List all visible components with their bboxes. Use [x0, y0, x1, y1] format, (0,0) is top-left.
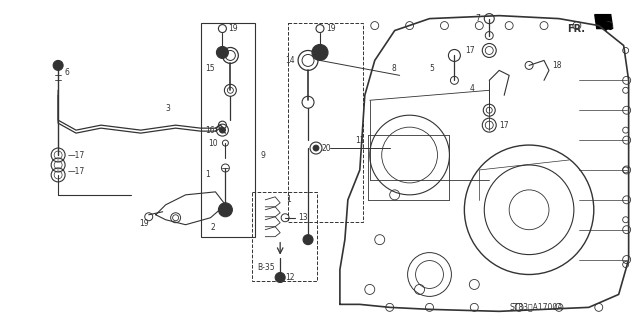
Circle shape — [216, 46, 228, 59]
Circle shape — [53, 60, 63, 70]
Text: 5: 5 — [429, 64, 434, 73]
Text: ST83－A1700A: ST83－A1700A — [509, 303, 562, 312]
Text: B-35: B-35 — [257, 263, 275, 272]
Bar — [200, 23, 256, 237]
Text: 9: 9 — [260, 150, 265, 160]
Text: 4: 4 — [469, 84, 474, 93]
Text: 1: 1 — [286, 195, 291, 204]
Text: 18: 18 — [552, 61, 562, 70]
Text: 17: 17 — [465, 46, 475, 55]
Text: 19: 19 — [139, 219, 148, 228]
Text: 10: 10 — [209, 139, 218, 148]
Text: 13: 13 — [298, 213, 307, 222]
Text: 8: 8 — [392, 64, 396, 73]
Text: 19: 19 — [228, 24, 238, 33]
Text: FR.: FR. — [567, 24, 585, 34]
Text: 1: 1 — [205, 171, 210, 180]
Circle shape — [313, 145, 319, 151]
Circle shape — [275, 273, 285, 283]
Text: —17: —17 — [68, 167, 86, 176]
Text: 7: 7 — [476, 14, 480, 23]
Text: 2: 2 — [210, 223, 215, 232]
Circle shape — [303, 235, 313, 244]
Circle shape — [312, 44, 328, 60]
Text: 6: 6 — [64, 68, 69, 77]
Text: 15: 15 — [205, 64, 215, 73]
Text: 11: 11 — [355, 136, 365, 145]
Circle shape — [219, 203, 233, 217]
Circle shape — [219, 127, 226, 133]
Polygon shape — [595, 15, 612, 28]
Text: 19: 19 — [326, 24, 335, 33]
Text: 17: 17 — [499, 121, 509, 130]
Bar — [252, 192, 317, 282]
Text: 3: 3 — [165, 104, 171, 113]
Text: 12: 12 — [285, 273, 295, 282]
Text: 16: 16 — [205, 126, 215, 135]
Text: 14: 14 — [285, 56, 295, 65]
Text: 20: 20 — [322, 144, 332, 153]
Bar — [288, 23, 363, 222]
Text: —17: —17 — [68, 150, 86, 160]
